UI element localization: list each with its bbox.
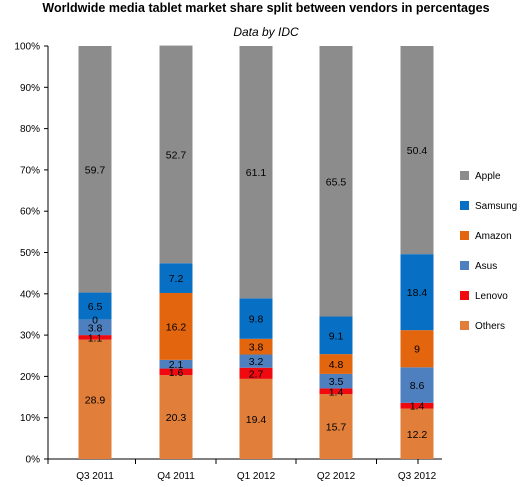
bar-segment-lenovo	[159, 368, 193, 376]
data-label-amazon: 0	[92, 314, 98, 326]
x-tick-label: Q4 2011	[157, 471, 195, 482]
bar-segment-amazon	[159, 292, 193, 360]
legend-swatch-others	[460, 321, 469, 330]
y-tick-label: 40%	[20, 289, 40, 300]
data-label-asus: 8.6	[410, 380, 425, 392]
y-tick-label: 30%	[20, 331, 40, 342]
legend-label-others: Others	[475, 321, 505, 332]
bars	[78, 45, 434, 459]
x-tick-label: Q3 2011	[76, 471, 114, 482]
data-label-asus: 2.1	[169, 359, 184, 371]
data-label-apple: 52.7	[166, 149, 187, 161]
data-label-asus: 3.5	[329, 376, 344, 388]
data-label-others: 12.2	[407, 429, 428, 441]
data-label-lenovo: 1.4	[410, 401, 425, 413]
data-label-others: 20.3	[166, 412, 187, 424]
legend-label-asus: Asus	[475, 261, 497, 272]
y-tick-label: 70%	[20, 165, 40, 176]
bar-segment-lenovo	[319, 388, 353, 395]
bar-segment-samsung	[78, 292, 112, 320]
bar-segment-amazon	[239, 338, 273, 355]
x-tick-label: Q3 2012	[398, 471, 437, 482]
data-label-lenovo: 2.7	[249, 368, 264, 380]
data-label-amazon: 4.8	[329, 359, 344, 371]
y-tick-label: 50%	[20, 248, 40, 259]
bar-segment-asus	[400, 367, 434, 403]
bar-segment-lenovo	[239, 367, 273, 379]
x-tick-label: Q2 2012	[317, 471, 356, 482]
data-label-asus: 3.2	[249, 356, 264, 368]
data-label-apple: 59.7	[85, 164, 106, 176]
bar-segment-apple	[159, 45, 193, 264]
data-label-samsung: 6.5	[88, 301, 103, 313]
bar-segment-amazon	[400, 330, 434, 368]
y-tick-label: 10%	[20, 413, 40, 424]
y-tick-label: 0%	[26, 455, 41, 466]
bar-segment-samsung	[319, 316, 353, 355]
bar-segment-apple	[319, 46, 353, 317]
legend-swatch-amazon	[460, 231, 469, 240]
data-label-lenovo: 1.1	[88, 332, 103, 344]
data-label-lenovo: 1.6	[169, 367, 184, 379]
legend-label-lenovo: Lenovo	[475, 291, 508, 302]
data-label-samsung: 9.1	[329, 330, 344, 342]
data-label-others: 28.9	[85, 394, 106, 406]
data-label-samsung: 18.4	[407, 287, 428, 299]
bar-segment-apple	[400, 46, 434, 255]
bar-segment-lenovo	[78, 335, 112, 340]
legend-swatch-asus	[460, 261, 469, 270]
bar-segment-samsung	[239, 298, 273, 339]
chart-subtitle: Data by IDC	[233, 25, 299, 39]
y-tick-label: 90%	[20, 83, 40, 94]
bar-segment-asus	[159, 359, 193, 369]
bar-segment-others	[78, 339, 112, 459]
data-label-asus: 3.8	[88, 322, 103, 334]
data-label-apple: 50.4	[407, 145, 428, 157]
legend-swatch-apple	[460, 171, 469, 180]
y-tick-label: 80%	[20, 124, 40, 135]
y-tick-label: 60%	[20, 207, 40, 218]
data-labels: 28.91.13.806.559.720.31.62.116.27.252.71…	[85, 145, 428, 441]
data-label-apple: 61.1	[246, 167, 267, 179]
bar-segment-asus	[319, 373, 353, 389]
bar-segment-others	[319, 394, 353, 459]
data-label-amazon: 16.2	[166, 321, 187, 333]
data-label-samsung: 9.8	[249, 314, 264, 326]
data-label-lenovo: 1.4	[329, 386, 344, 398]
bar-segment-others	[400, 408, 434, 459]
bar-segment-lenovo	[400, 402, 434, 409]
bar-segment-apple	[239, 46, 273, 299]
bar-segment-asus	[78, 319, 112, 336]
legend-swatch-lenovo	[460, 291, 469, 300]
data-label-samsung: 7.2	[169, 273, 184, 285]
data-label-others: 19.4	[246, 414, 267, 426]
bar-segment-apple	[78, 46, 112, 293]
y-tick-label: 100%	[14, 42, 40, 53]
legend-label-samsung: Samsung	[475, 201, 517, 212]
data-label-amazon: 9	[414, 344, 420, 356]
legend-label-apple: Apple	[475, 171, 501, 182]
bar-segment-asus	[239, 354, 273, 368]
legend-label-amazon: Amazon	[475, 231, 512, 242]
bar-segment-samsung	[400, 254, 434, 331]
legend: Apple Samsung Amazon Asus Lenovo Others	[460, 171, 517, 332]
legend-swatch-samsung	[460, 201, 469, 210]
axes: 0% 10% 20% 30% 40% 50% 60% 70% 80% 90% 100% Q3 2011…	[14, 42, 442, 482]
data-label-amazon: 3.8	[249, 342, 264, 354]
data-label-apple: 65.5	[326, 176, 347, 188]
bar-segment-amazon	[319, 354, 353, 374]
bar-segment-samsung	[159, 263, 193, 293]
x-tick-label: Q1 2012	[237, 471, 276, 482]
y-tick-label: 20%	[20, 372, 40, 383]
chart-title: Worldwide media tablet market share spli…	[42, 1, 490, 15]
bar-segment-others	[239, 378, 273, 459]
data-label-others: 15.7	[326, 422, 347, 434]
bar-segment-others	[159, 375, 193, 459]
